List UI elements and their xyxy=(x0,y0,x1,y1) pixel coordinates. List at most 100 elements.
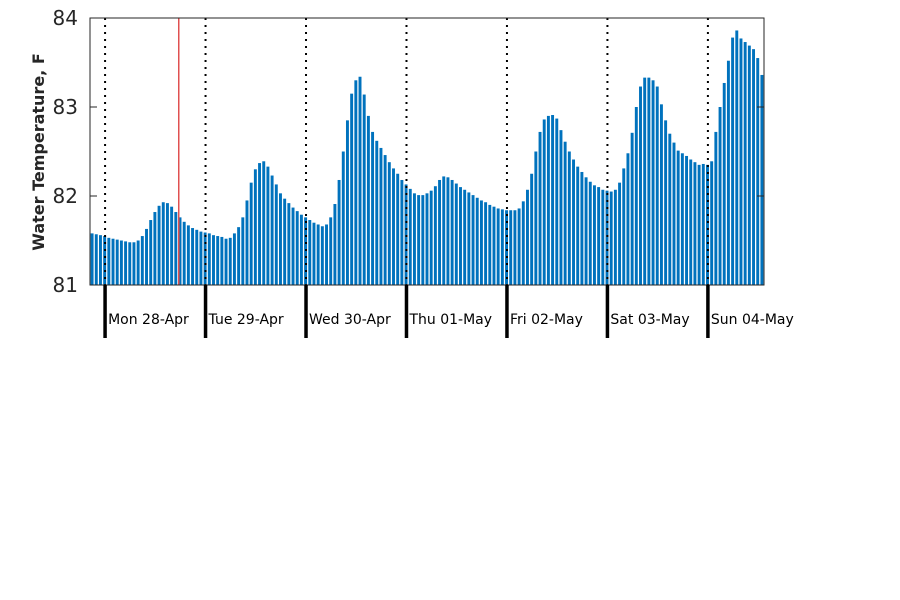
bar xyxy=(182,221,186,285)
bar xyxy=(400,179,404,285)
x-axis-ticks: Mon 28-Apr Tue 29-Apr Wed 30-Apr Thu 01-May… xyxy=(103,285,794,338)
bar xyxy=(124,241,128,285)
bar xyxy=(119,240,123,285)
bar xyxy=(534,151,538,285)
bar xyxy=(622,168,626,285)
bar xyxy=(153,212,157,285)
bar xyxy=(731,37,735,285)
bar xyxy=(379,147,383,285)
bar xyxy=(471,195,475,285)
bar xyxy=(659,104,663,285)
bar xyxy=(747,45,751,286)
bar xyxy=(165,203,169,285)
bar xyxy=(618,182,622,285)
bar xyxy=(743,42,747,285)
bar xyxy=(492,206,496,285)
bar xyxy=(651,80,655,285)
bar xyxy=(387,162,391,285)
bar xyxy=(634,107,638,285)
day-tick-label: Tue 29-Apr xyxy=(208,312,284,328)
bar xyxy=(128,242,132,285)
day-tick-label: Sat 03-May xyxy=(610,312,689,328)
y-tick-label: 82 xyxy=(53,184,78,208)
bar xyxy=(643,77,647,285)
bar xyxy=(592,185,596,285)
bar xyxy=(325,224,328,285)
bar xyxy=(145,228,148,285)
bar xyxy=(274,184,278,285)
bar xyxy=(170,206,174,285)
bar xyxy=(295,211,299,285)
plot-border xyxy=(89,17,765,286)
bar xyxy=(203,232,207,285)
bar xyxy=(718,107,722,285)
bar xyxy=(392,168,395,285)
bar xyxy=(500,209,504,285)
bar xyxy=(207,233,211,285)
bar xyxy=(291,207,295,285)
bar xyxy=(664,120,668,285)
bar xyxy=(304,217,308,285)
bar xyxy=(362,94,366,285)
bar xyxy=(597,187,601,285)
bar xyxy=(237,227,241,285)
bar xyxy=(253,169,257,285)
bar xyxy=(279,193,282,285)
bar xyxy=(459,187,462,285)
bar xyxy=(551,115,555,285)
y-axis-label: Water Temperature, F xyxy=(29,53,48,251)
day-tick-label: Fri 02-May xyxy=(510,312,583,328)
bar xyxy=(563,141,567,285)
bar xyxy=(446,177,450,285)
bar xyxy=(241,217,245,285)
y-axis-ticks: 81 82 83 84 xyxy=(53,6,764,297)
bar xyxy=(111,238,115,285)
bar xyxy=(676,150,680,285)
bar xyxy=(329,217,333,285)
bar xyxy=(429,190,433,285)
bar xyxy=(270,175,274,285)
bar xyxy=(308,220,312,285)
bar xyxy=(216,236,220,285)
bar xyxy=(588,181,592,285)
bar xyxy=(630,132,634,285)
bar xyxy=(412,193,416,285)
bar xyxy=(530,173,534,285)
bar xyxy=(220,236,224,285)
bar xyxy=(174,212,178,285)
bar xyxy=(258,163,262,285)
bar xyxy=(283,198,287,285)
bar xyxy=(555,118,559,285)
bar xyxy=(680,153,684,285)
day-tick-label: Mon 28-Apr xyxy=(108,312,189,328)
bar xyxy=(249,182,253,285)
bar xyxy=(580,171,584,285)
bar xyxy=(90,233,94,285)
bar xyxy=(358,76,362,286)
bar xyxy=(517,208,521,285)
bar xyxy=(224,238,228,285)
bar xyxy=(350,93,354,286)
bar xyxy=(232,233,236,285)
bar xyxy=(161,202,165,285)
bar xyxy=(521,201,525,285)
bar xyxy=(345,120,349,285)
bar xyxy=(613,189,617,285)
bar xyxy=(228,237,232,285)
bar xyxy=(714,131,718,285)
y-tick-label: 83 xyxy=(53,95,78,119)
bar xyxy=(479,200,483,285)
bar xyxy=(706,164,709,285)
bar xyxy=(404,184,408,285)
bar xyxy=(245,200,249,285)
bar xyxy=(475,197,479,285)
bar xyxy=(647,77,651,285)
bar xyxy=(701,163,705,285)
bar xyxy=(739,38,743,285)
bar xyxy=(689,159,693,285)
bar xyxy=(425,193,429,285)
bar xyxy=(685,155,689,285)
bar xyxy=(567,151,571,285)
bar xyxy=(572,159,575,285)
